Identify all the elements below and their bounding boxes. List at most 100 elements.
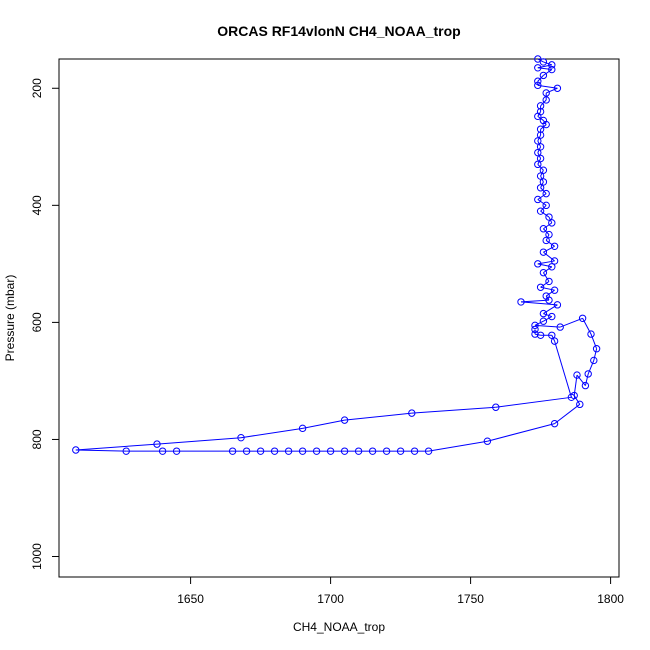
data-point [539,309,548,318]
data-point [542,201,550,210]
data-point [553,84,562,92]
series-line-segment [520,299,550,303]
series-line-segment [543,304,558,315]
data-point [410,447,419,455]
data-point [340,447,349,455]
data-point [158,447,167,455]
data-point [153,440,161,448]
data-point [545,230,553,239]
data-point [542,189,550,198]
series-line-segment [520,301,558,306]
series-line-segment [540,99,547,107]
data-point [536,184,545,192]
data-point [534,81,542,90]
data-point [534,195,542,204]
data-point [340,416,349,424]
series-line-segment [537,193,547,200]
series-line-segment [540,281,550,288]
data-point [587,330,595,338]
data-point [548,312,556,321]
data-point [396,447,405,455]
series-line-segment [302,419,345,429]
x-tick-label: 1650 [177,592,204,606]
series-line-segment [537,75,544,82]
data-point [548,219,556,227]
data-point [536,143,545,151]
series-line-segment [344,412,412,421]
data-point [539,166,548,174]
data-point [72,446,80,454]
data-point [312,447,321,455]
series-line-segment [573,395,581,405]
data-point [539,225,548,233]
data-point [550,419,559,428]
data-point [424,447,433,455]
data-point [539,178,548,186]
data-point [539,58,548,66]
series-line-segment [537,199,547,206]
series-line-segment [554,340,572,398]
data-point [382,447,391,455]
data-point [228,447,237,455]
series-line-segment [537,164,544,171]
data-point [517,298,525,306]
series-line-segment [428,440,488,452]
data-point [298,424,307,433]
y-tick-label: 1000 [30,543,44,570]
data-point [534,260,542,268]
data-point [539,268,548,277]
data-point [550,286,559,294]
data-point [256,447,265,455]
data-point [581,381,590,390]
data-point [270,447,279,455]
series-line-segment [537,64,552,69]
data-point [592,345,601,353]
data-point [548,263,556,271]
data-point [548,331,556,339]
series-line-segment [560,317,583,328]
series-line-segment [546,87,558,94]
series-line-segment [543,245,555,253]
series-line-segment [540,204,547,212]
series-line-segment [240,427,303,439]
data-point [578,314,587,322]
data-point [534,77,542,85]
data-point [567,393,576,402]
data-point [576,400,584,409]
series-line-segment [495,396,572,408]
data-point [536,172,545,180]
series-line-segment [75,449,127,452]
series-line-segment [545,240,555,247]
series-line-segment [576,374,586,386]
data-point [492,403,500,411]
data-point [534,112,542,121]
series-line-segment [543,251,555,262]
data-point [542,120,550,129]
y-tick-label: 200 [30,78,44,98]
series-line-segment [545,289,555,297]
data-point [536,331,545,339]
data-point [326,447,335,455]
data-point [536,125,545,133]
series-line-segment [540,286,555,291]
series-line-segment [584,373,589,386]
data-point [531,321,539,330]
data-point [584,370,592,378]
data-point [534,64,542,72]
data-series [72,55,601,455]
series-line-segment [537,111,542,117]
data-point [534,55,542,63]
series-line-segment [487,423,555,442]
data-point [590,356,598,365]
x-tick-label: 1800 [597,592,624,606]
data-point [548,65,556,74]
data-point [536,207,545,215]
series-line-segment [156,437,242,445]
series-line-segment [543,313,552,318]
data-point [122,447,130,455]
series-line-segment [582,318,592,335]
plot-frame [58,58,620,578]
data-point [534,160,542,169]
data-point [242,447,251,455]
y-tick-label: 800 [30,429,44,449]
